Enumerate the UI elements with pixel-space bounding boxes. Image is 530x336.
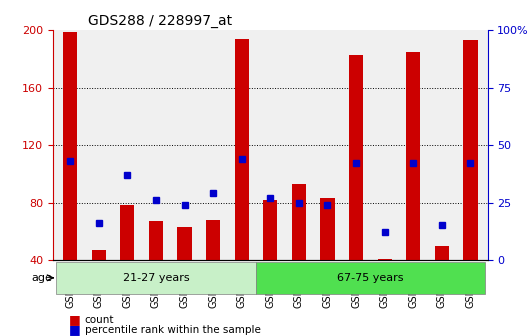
FancyBboxPatch shape: [56, 262, 256, 294]
Bar: [377, 258, 392, 260]
Bar: [435, 246, 449, 260]
Text: age: age: [32, 273, 52, 283]
FancyBboxPatch shape: [256, 262, 485, 294]
Bar: [178, 227, 192, 260]
Bar: [120, 205, 135, 260]
Bar: [149, 221, 163, 260]
Bar: [92, 250, 106, 260]
Text: percentile rank within the sample: percentile rank within the sample: [85, 325, 261, 335]
Text: ■: ■: [69, 312, 81, 326]
Bar: [406, 52, 420, 260]
Text: 21-27 years: 21-27 years: [122, 273, 189, 283]
Text: GDS288 / 228997_at: GDS288 / 228997_at: [88, 14, 232, 28]
Text: 67-75 years: 67-75 years: [337, 273, 404, 283]
Bar: [235, 39, 249, 260]
Bar: [349, 55, 363, 260]
Bar: [206, 220, 220, 260]
Bar: [463, 40, 478, 260]
Bar: [263, 200, 277, 260]
Bar: [320, 198, 334, 260]
Text: ■: ■: [69, 323, 81, 336]
Bar: [292, 184, 306, 260]
Text: count: count: [85, 314, 114, 325]
Bar: [63, 32, 77, 260]
